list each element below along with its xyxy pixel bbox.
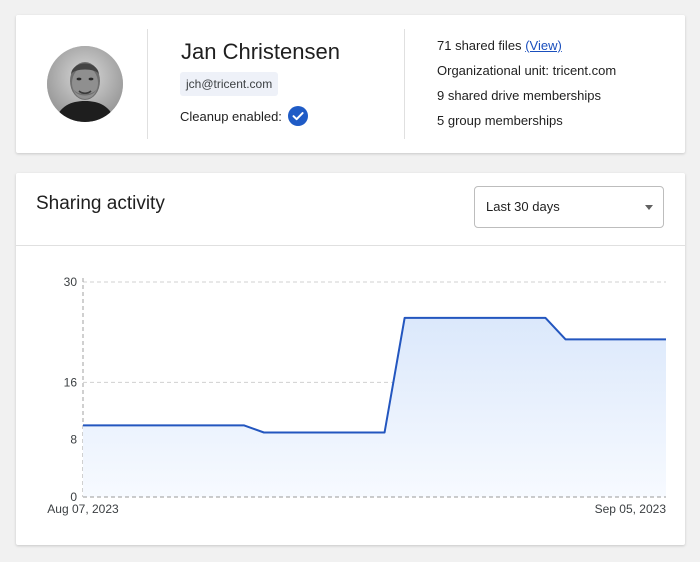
shared-files-count: 71 shared files <box>437 38 522 53</box>
series-line <box>83 316 666 434</box>
series-area <box>83 317 666 497</box>
divider <box>16 245 685 246</box>
group-memberships-stat: 5 group memberships <box>437 113 563 128</box>
y-tick-label: 8 <box>70 433 77 447</box>
cleanup-label: Cleanup enabled: <box>180 108 282 124</box>
date-range-select[interactable]: Last 30 days <box>474 186 664 228</box>
divider <box>404 29 405 139</box>
user-name: Jan Christensen <box>181 39 340 64</box>
shared-files-stat: 71 shared files (View) <box>437 37 616 62</box>
divider <box>147 29 148 139</box>
avatar <box>47 46 123 122</box>
y-tick-label: 16 <box>64 375 78 389</box>
cleanup-status: Cleanup enabled: <box>180 105 308 127</box>
date-range-value: Last 30 days <box>486 199 560 214</box>
sharing-activity-card: Sharing activity Last 30 days 0 8 16 30 Aug … <box>16 173 685 545</box>
y-tick-label: 30 <box>64 275 78 289</box>
org-unit-stat: Organizational unit: tricent.com <box>437 63 617 78</box>
x-tick-label: Sep 05, 2023 <box>595 502 667 516</box>
sharing-activity-chart: 0 8 16 30 Aug 07, 2023 Sep 05, 2023 <box>47 275 667 516</box>
drive-memberships-stat: 9 shared drive memberships <box>437 88 602 103</box>
y-tick-label: 0 <box>70 490 77 504</box>
section-title: Sharing activity <box>36 193 165 214</box>
user-stats: 71 shared files (View) Organizational un… <box>437 37 616 137</box>
profile-card: Jan Christensen jch@tricent.com Cleanup … <box>16 15 685 153</box>
caret-down-icon <box>645 205 653 210</box>
check-circle-icon <box>287 106 308 126</box>
x-tick-label: Aug 07, 2023 <box>47 502 119 516</box>
view-shared-files-link[interactable]: (View) <box>525 38 562 53</box>
email-chip: jch@tricent.com <box>180 72 279 96</box>
